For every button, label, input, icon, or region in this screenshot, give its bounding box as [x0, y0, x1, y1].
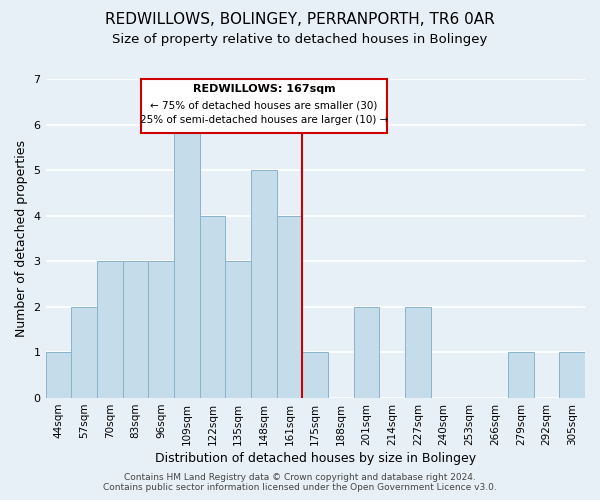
Bar — [302, 352, 328, 398]
Text: Size of property relative to detached houses in Bolingey: Size of property relative to detached ho… — [112, 32, 488, 46]
Bar — [251, 170, 277, 398]
Bar — [122, 262, 148, 398]
Text: ← 75% of detached houses are smaller (30): ← 75% of detached houses are smaller (30… — [150, 100, 377, 110]
Bar — [97, 262, 122, 398]
Text: Contains HM Land Registry data © Crown copyright and database right 2024.
Contai: Contains HM Land Registry data © Crown c… — [103, 473, 497, 492]
Text: 25% of semi-detached houses are larger (10) →: 25% of semi-detached houses are larger (… — [140, 116, 388, 126]
Y-axis label: Number of detached properties: Number of detached properties — [15, 140, 28, 337]
Bar — [174, 124, 200, 398]
Bar — [354, 307, 379, 398]
Text: REDWILLOWS: 167sqm: REDWILLOWS: 167sqm — [193, 84, 335, 94]
Text: REDWILLOWS, BOLINGEY, PERRANPORTH, TR6 0AR: REDWILLOWS, BOLINGEY, PERRANPORTH, TR6 0… — [105, 12, 495, 28]
Bar — [508, 352, 533, 398]
Bar — [140, 79, 387, 133]
Bar — [559, 352, 585, 398]
Bar — [226, 262, 251, 398]
Bar — [71, 307, 97, 398]
Bar — [46, 352, 71, 398]
Bar — [200, 216, 226, 398]
Bar — [277, 216, 302, 398]
Bar — [148, 262, 174, 398]
X-axis label: Distribution of detached houses by size in Bolingey: Distribution of detached houses by size … — [155, 452, 476, 465]
Bar — [405, 307, 431, 398]
